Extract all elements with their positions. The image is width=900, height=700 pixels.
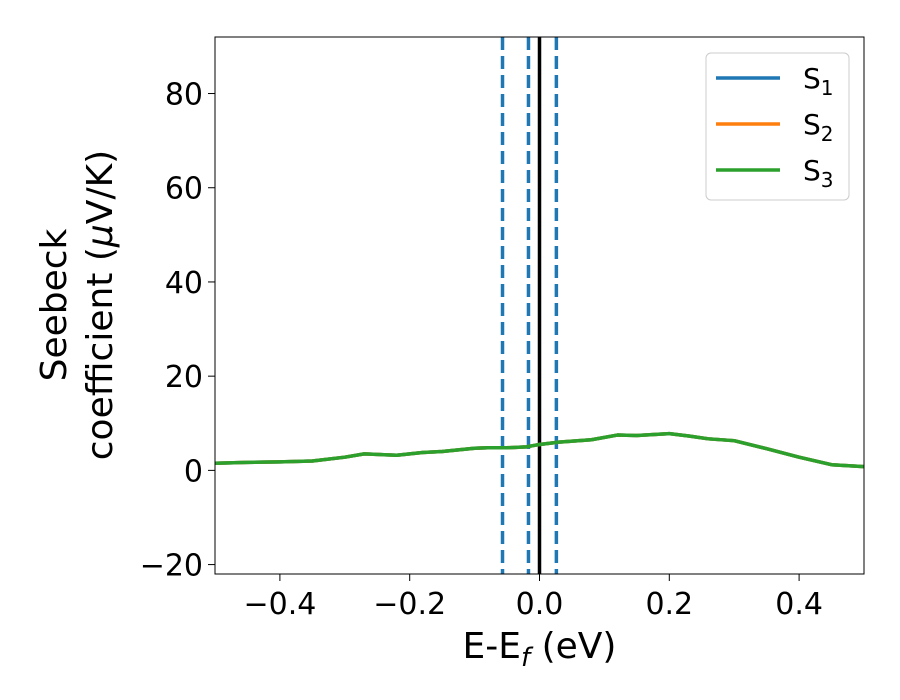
y-axis-label-prefix: coefficient ( (80, 247, 121, 460)
y-tick-label: −20 (140, 549, 203, 584)
y-axis-label-line2: coefficient (μV/K) (80, 150, 121, 460)
y-axis-label-unit: V/K) (80, 150, 121, 224)
x-tick-label: 0.2 (645, 587, 693, 622)
x-tick-label: 0.0 (516, 587, 564, 622)
legend-label-2: S2 (803, 108, 834, 146)
y-axis-label-mu: μ (80, 224, 121, 248)
x-tick-label: 0.4 (775, 587, 823, 622)
y-tick-label: 60 (165, 172, 203, 207)
y-tick-label: 80 (165, 78, 203, 113)
legend-box (705, 52, 850, 201)
vertical-lines (500, 37, 559, 574)
legend: S1 S2 S3 (705, 52, 850, 201)
x-axis-label-unit: (eV) (530, 626, 616, 667)
series-lines (215, 431, 864, 469)
legend-label-3: S3 (803, 154, 834, 192)
y-tick-label: 0 (184, 454, 203, 489)
x-tick-label: −0.4 (243, 587, 316, 622)
legend-label-1: S1 (803, 62, 834, 100)
x-axis-ticks: −0.4 −0.2 0.0 0.2 0.4 (243, 574, 823, 622)
y-axis-label-line1: Seebeck (34, 228, 75, 381)
x-axis-label-main: E-E (463, 626, 521, 667)
y-axis-label: Seebeck coefficient (μV/K) (34, 150, 121, 460)
x-tick-label: −0.2 (373, 587, 446, 622)
x-axis-label: E-Ef (eV) (463, 626, 617, 673)
y-tick-label: 20 (165, 360, 203, 395)
series-line-3 (215, 431, 864, 469)
y-axis-ticks: −20 0 20 40 60 80 (140, 78, 215, 584)
y-tick-label: 40 (165, 266, 203, 301)
